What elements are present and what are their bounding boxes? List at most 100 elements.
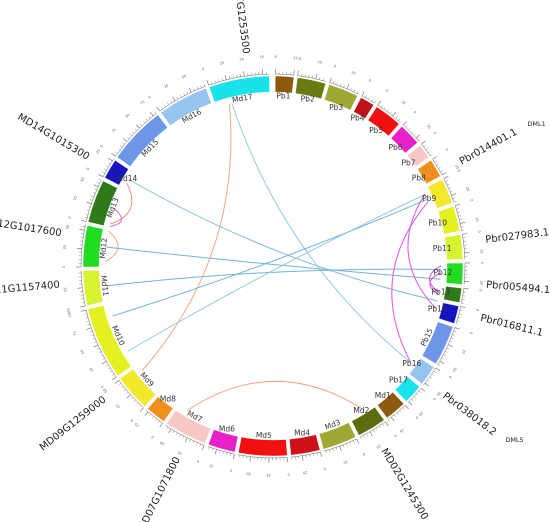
tick-label: 0 bbox=[393, 433, 397, 438]
tick-mark bbox=[99, 178, 102, 181]
tick-mark bbox=[450, 190, 453, 193]
tick-mark bbox=[316, 452, 318, 456]
tick-label: 0 bbox=[444, 148, 449, 152]
chromosome-label-pb13: Pb13 bbox=[432, 287, 451, 296]
gene-note-pbr038018: DML5 bbox=[505, 436, 523, 444]
tick-mark bbox=[455, 203, 461, 206]
tick-label: 50 bbox=[452, 367, 458, 373]
tick-mark bbox=[92, 338, 96, 340]
tick-label: 0 bbox=[99, 144, 104, 148]
tick-axis-md6 bbox=[207, 446, 235, 455]
tick-label: 25 bbox=[376, 444, 382, 450]
tick-mark bbox=[109, 370, 113, 373]
tick-mark bbox=[369, 431, 373, 437]
tick-mark bbox=[319, 77, 321, 80]
tick-mark bbox=[164, 104, 166, 107]
chromosome-label-md12: Md12 bbox=[98, 237, 109, 259]
tick-mark bbox=[86, 327, 92, 330]
tick-mark bbox=[437, 364, 441, 366]
tick-mark bbox=[112, 373, 115, 376]
tick-mark bbox=[106, 165, 109, 168]
gene-label-md02: MD02G1245300 bbox=[378, 447, 429, 522]
tick-mark bbox=[448, 344, 453, 348]
tick-mark bbox=[336, 82, 338, 85]
tick-mark bbox=[457, 211, 460, 213]
synteny-link-2 bbox=[231, 102, 411, 363]
tick-axis-pb6 bbox=[403, 124, 420, 142]
tick-mark bbox=[226, 452, 228, 455]
tick-mark bbox=[430, 154, 433, 157]
chromosome-label-pb10: Pb10 bbox=[428, 219, 447, 228]
tick-mark bbox=[243, 71, 245, 77]
chromosome-label-md8: Md8 bbox=[160, 395, 176, 404]
tick-label: 0 bbox=[432, 131, 436, 135]
chromosome-label-pb17: Pb17 bbox=[389, 376, 408, 385]
tick-mark bbox=[90, 199, 93, 201]
tick-mark bbox=[229, 76, 231, 79]
tick-mark bbox=[454, 327, 460, 330]
tick-label: 0 bbox=[448, 375, 453, 379]
tick-mark bbox=[443, 354, 446, 356]
chromosome-label-pb11: Pb11 bbox=[433, 244, 452, 253]
gene-label-pbr014401: Pbr014401.1 bbox=[458, 127, 519, 168]
tick-label: 25 bbox=[400, 100, 406, 106]
chromosome-ring bbox=[82, 75, 464, 457]
chromosome-md8 bbox=[147, 396, 174, 422]
synteny-link-12 bbox=[407, 193, 436, 309]
tick-mark bbox=[383, 107, 386, 110]
tick-mark bbox=[221, 78, 223, 81]
tick-mark bbox=[232, 75, 234, 79]
tick-mark bbox=[117, 148, 120, 151]
tick-label: 0 bbox=[368, 79, 372, 84]
tick-mark bbox=[302, 455, 304, 461]
tick-label: 0 bbox=[230, 469, 233, 473]
gene-label-md09: MD09G1259000 bbox=[38, 394, 109, 453]
tick-mark bbox=[126, 391, 129, 394]
tick-mark bbox=[189, 439, 191, 442]
tick-mark bbox=[122, 138, 127, 142]
tick-axis-md11 bbox=[80, 270, 86, 306]
tick-mark bbox=[84, 217, 88, 219]
tick-mark bbox=[206, 80, 209, 86]
tick-label: 25 bbox=[111, 128, 117, 134]
tick-mark bbox=[118, 383, 122, 386]
tick-label: 25 bbox=[461, 349, 466, 355]
gene-label-md14: MD14G1015300 bbox=[15, 112, 91, 163]
tick-mark bbox=[456, 320, 460, 322]
tick-mark bbox=[108, 162, 111, 165]
tick-mark bbox=[353, 89, 356, 92]
tick-mark bbox=[346, 443, 348, 446]
tick-mark bbox=[166, 426, 169, 430]
tick-mark bbox=[106, 364, 109, 367]
tick-label: 0 bbox=[432, 397, 436, 401]
tick-label: 25 bbox=[219, 61, 224, 66]
tick-mark bbox=[368, 97, 370, 100]
tick-mark bbox=[199, 443, 201, 447]
tick-mark bbox=[120, 145, 123, 148]
tick-mark bbox=[339, 445, 342, 451]
tick-mark bbox=[434, 160, 437, 163]
gene-label-pbr027983: Pbr027983.1 bbox=[485, 227, 550, 246]
tick-label: 50 bbox=[181, 74, 187, 79]
tick-mark bbox=[328, 449, 331, 453]
tick-mark bbox=[440, 170, 443, 172]
tick-label: 25 bbox=[95, 149, 101, 155]
tick-mark bbox=[322, 78, 324, 81]
tick-mark bbox=[176, 432, 178, 435]
tick-label: 25 bbox=[399, 428, 405, 434]
tick-mark bbox=[170, 100, 172, 103]
tick-axis-md14 bbox=[102, 159, 114, 177]
tick-label: 25 bbox=[303, 470, 308, 475]
chromosome-pb9 bbox=[427, 179, 453, 209]
tick-mark bbox=[115, 151, 118, 154]
synteny-link-4 bbox=[110, 183, 133, 225]
tick-mark bbox=[449, 341, 452, 343]
tick-mark bbox=[413, 133, 416, 136]
tick-mark bbox=[97, 182, 100, 184]
tick-label: 25 bbox=[63, 287, 67, 292]
chromosome-pb8 bbox=[417, 160, 441, 185]
tick-mark bbox=[114, 380, 120, 384]
tick-mark bbox=[159, 422, 163, 428]
tick-mark bbox=[390, 417, 395, 422]
tick-mark bbox=[444, 351, 448, 353]
